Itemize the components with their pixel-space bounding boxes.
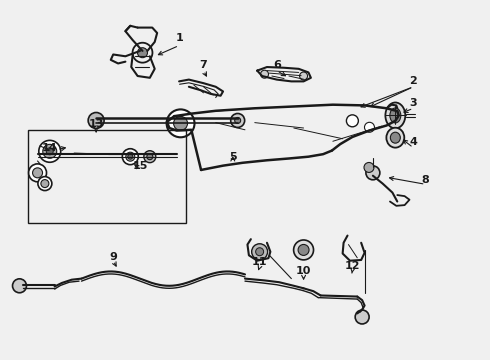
Ellipse shape xyxy=(41,180,49,188)
Ellipse shape xyxy=(390,108,401,123)
Circle shape xyxy=(88,113,104,129)
Circle shape xyxy=(167,109,195,137)
Ellipse shape xyxy=(32,168,43,178)
Text: 9: 9 xyxy=(109,252,117,262)
Ellipse shape xyxy=(122,149,138,165)
Text: 7: 7 xyxy=(199,60,207,70)
Circle shape xyxy=(261,70,269,78)
Text: 4: 4 xyxy=(410,138,417,147)
Text: 10: 10 xyxy=(296,266,311,276)
Circle shape xyxy=(13,279,26,293)
Circle shape xyxy=(231,113,245,127)
Text: 8: 8 xyxy=(422,175,429,185)
Text: 5: 5 xyxy=(229,152,237,162)
Ellipse shape xyxy=(126,152,135,161)
Circle shape xyxy=(235,117,241,123)
Ellipse shape xyxy=(387,128,404,148)
Text: 6: 6 xyxy=(273,60,281,70)
Ellipse shape xyxy=(147,154,153,160)
Circle shape xyxy=(173,116,188,130)
Circle shape xyxy=(355,310,369,324)
Text: 14: 14 xyxy=(42,143,57,153)
Circle shape xyxy=(252,244,268,260)
Text: 3: 3 xyxy=(410,98,417,108)
Circle shape xyxy=(138,48,147,58)
Ellipse shape xyxy=(298,244,309,255)
Circle shape xyxy=(364,162,374,172)
Text: 13: 13 xyxy=(88,120,104,129)
Ellipse shape xyxy=(385,103,405,129)
Circle shape xyxy=(366,166,380,180)
Ellipse shape xyxy=(128,154,133,159)
Text: 11: 11 xyxy=(252,257,268,267)
Circle shape xyxy=(256,248,264,256)
Ellipse shape xyxy=(28,164,47,182)
Text: 1: 1 xyxy=(175,33,183,43)
Ellipse shape xyxy=(43,144,57,158)
Ellipse shape xyxy=(39,140,61,162)
Bar xyxy=(28,130,186,223)
Text: 12: 12 xyxy=(344,261,360,271)
Circle shape xyxy=(365,122,374,132)
Ellipse shape xyxy=(391,132,400,143)
Circle shape xyxy=(346,115,358,127)
Ellipse shape xyxy=(144,151,156,163)
Ellipse shape xyxy=(38,177,52,190)
Circle shape xyxy=(299,72,308,80)
Ellipse shape xyxy=(46,148,53,155)
Text: 15: 15 xyxy=(132,161,148,171)
Text: 2: 2 xyxy=(410,76,417,86)
Ellipse shape xyxy=(294,240,314,260)
